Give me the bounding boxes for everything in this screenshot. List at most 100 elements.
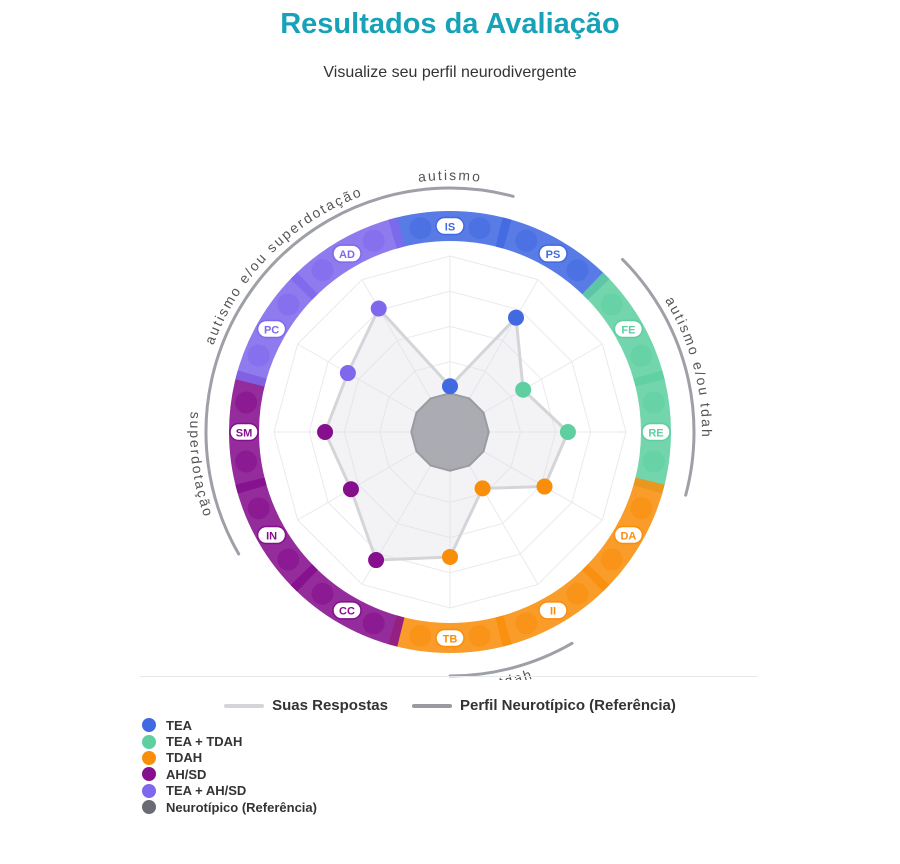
axis-pill-ii — [538, 601, 568, 620]
axis-pill-fe — [613, 319, 644, 339]
legend-dot-ahsd — [142, 767, 156, 782]
axis-pill-ad — [332, 244, 362, 263]
axis-pill-is — [435, 216, 465, 236]
band-marker — [630, 344, 653, 367]
legend-dot-tea-tdah — [142, 734, 156, 749]
axis-label-pc: PC — [264, 324, 279, 336]
axis-pill-cc — [332, 601, 362, 620]
band-marker — [362, 229, 385, 252]
band-marker — [642, 391, 665, 414]
group-arc — [204, 367, 241, 556]
point-re — [559, 424, 576, 440]
axis-label-ii: II — [550, 606, 556, 618]
legend-item-ahsd[interactable]: AH/SD — [142, 766, 317, 782]
axis-pill-da — [613, 525, 644, 545]
legend-item-tea-ahsd[interactable]: TEA + AH/SD — [142, 783, 317, 799]
point-ad — [370, 300, 387, 317]
legend-label-tea-ahsd: TEA + AH/SD — [166, 783, 247, 799]
legend-dot-neurotypical — [142, 800, 156, 815]
axis-label-ad: AD — [339, 249, 355, 261]
group-label: autismo — [417, 167, 483, 185]
band-marker — [409, 624, 432, 647]
band-marker — [600, 293, 623, 316]
band-marker — [566, 582, 589, 605]
point-fe — [515, 381, 532, 398]
point-ii — [474, 480, 491, 497]
axis-label-sm: SM — [236, 427, 253, 439]
band-marker — [235, 391, 258, 414]
legend-line-swatch-reference — [412, 703, 452, 708]
group-label-text: autismo — [417, 167, 481, 185]
band-marker — [468, 624, 491, 647]
axis-label-da: DA — [620, 530, 636, 542]
legend-item-reference[interactable]: Perfil Neurotípico (Referência) — [412, 697, 676, 714]
point-pc — [339, 365, 356, 382]
line-legend: Suas Respostas Perfil Neurotípico (Refer… — [0, 697, 900, 714]
axis-pill-re — [641, 422, 671, 442]
axis-label-re: RE — [648, 427, 663, 439]
point-cc — [368, 552, 385, 569]
axis-label-is: IS — [445, 221, 455, 233]
page-title: Resultados da Avaliação — [280, 8, 620, 40]
band-marker — [515, 612, 538, 635]
legend-item-neurotypical[interactable]: Neurotípico (Referência) — [142, 799, 317, 815]
legend-label-ahsd: AH/SD — [166, 766, 207, 782]
axis-label-ps: PS — [546, 249, 561, 261]
band-marker — [600, 548, 623, 571]
axis-pill-ps — [538, 244, 568, 263]
legend-dot-tdah — [142, 750, 156, 765]
legend-label-tea: TEA — [166, 717, 192, 733]
group-arc — [212, 194, 389, 371]
point-ps — [508, 309, 524, 326]
legend-divider — [140, 676, 758, 677]
reference-area — [410, 392, 490, 472]
legend-dot-tea — [142, 718, 156, 733]
group-label: superdotação — [187, 411, 217, 519]
band-marker — [277, 293, 300, 316]
band-marker — [235, 450, 258, 473]
legend-label-tdah: TDAH — [166, 750, 203, 766]
group-label-text: superdotação — [187, 411, 215, 519]
band-marker — [566, 259, 589, 282]
group-arc — [621, 257, 696, 497]
legend-label-responses: Suas Respostas — [272, 697, 388, 714]
point-sm — [317, 424, 334, 440]
page-subtitle: Visualize seu perfil neurodivergente — [323, 64, 577, 81]
axis-pill-tb — [435, 628, 465, 648]
axis-label-cc: CC — [339, 606, 355, 618]
axis-label-fe: FE — [621, 324, 635, 336]
axis-pill-in — [256, 525, 287, 545]
group-arc — [385, 186, 515, 198]
point-da — [536, 478, 553, 495]
band-marker — [277, 548, 300, 571]
band-marker — [247, 344, 270, 367]
axis-label-in: IN — [266, 530, 277, 542]
band-marker — [642, 450, 665, 473]
axis-pill-sm — [229, 422, 259, 442]
point-in — [342, 481, 359, 498]
legend-item-tea-tdah[interactable]: TEA + TDAH — [142, 733, 317, 749]
band-marker — [468, 217, 491, 240]
category-legend: TEA TEA + TDAH TDAH AH/SD TEA + AH/SD Ne… — [142, 717, 317, 815]
band-marker — [311, 259, 334, 282]
band-marker — [311, 582, 334, 605]
legend-dot-tea-ahsd — [142, 783, 156, 798]
point-is — [442, 378, 458, 395]
band-marker — [247, 497, 270, 520]
axis-pill-pc — [256, 319, 287, 339]
band-marker — [409, 217, 432, 240]
axis-label-tb: TB — [443, 633, 458, 645]
band-marker — [362, 612, 385, 635]
legend-item-responses[interactable]: Suas Respostas — [224, 697, 388, 714]
legend-line-swatch-responses — [224, 703, 265, 708]
legend-label-tea-tdah: TEA + TDAH — [166, 734, 243, 750]
legend-item-tea[interactable]: TEA — [142, 717, 317, 733]
legend-item-tdah[interactable]: TDAH — [142, 750, 317, 766]
band-marker — [630, 497, 653, 520]
legend-label-neurotypical: Neurotípico (Referência) — [166, 799, 317, 815]
group-arc — [448, 641, 574, 678]
point-tb — [442, 548, 458, 565]
legend-label-reference: Perfil Neurotípico (Referência) — [460, 697, 676, 714]
band-marker — [515, 229, 538, 252]
